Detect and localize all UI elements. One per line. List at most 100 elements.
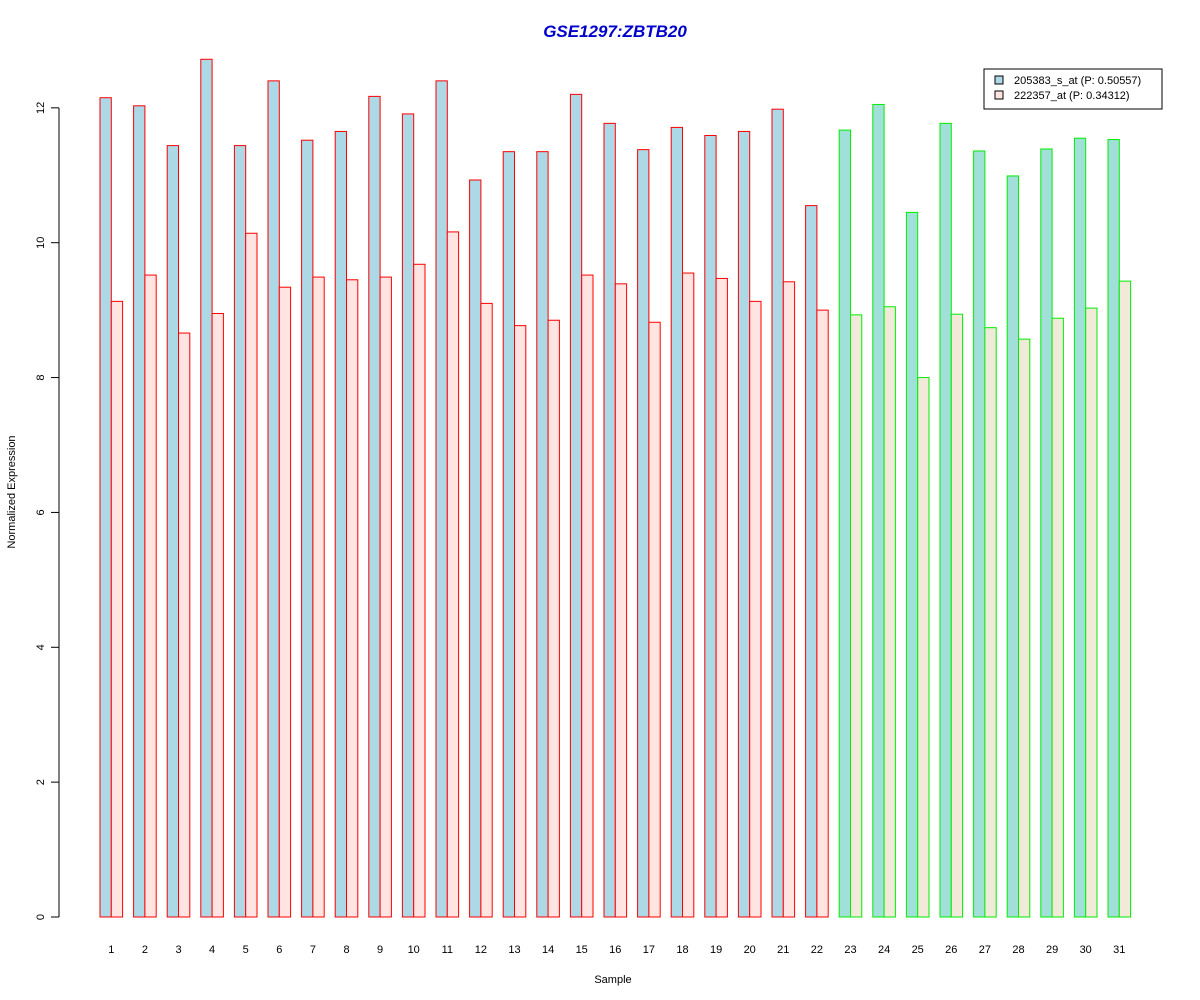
bar-series2-sample-15 [581,274,594,918]
bar-series2-sample-13 [514,325,527,918]
bar-series2-sample-25 [917,377,930,918]
x-tick-label: 11 [442,944,453,956]
x-tick-label: 12 [475,944,487,956]
bar-series2-sample-12 [480,302,493,918]
x-tick-label: 28 [1012,944,1024,956]
y-axis-label: Normalized Expression [6,435,18,548]
bar-series1-sample-21 [771,108,784,918]
bar-series2-sample-26 [950,313,964,918]
bar-series1-sample-27 [973,150,986,918]
x-tick-label: 23 [844,944,856,956]
bar-series1-sample-15 [569,93,583,918]
x-tick-label: 7 [310,944,316,956]
bar-series1-sample-19 [704,134,717,918]
x-tick-label: 10 [408,944,420,956]
x-tick-label: 27 [979,944,991,956]
bar-series2-sample-28 [1018,338,1031,918]
x-tick-label: 6 [276,944,282,956]
bar-series1-sample-1 [99,97,112,918]
y-tick-label: 8 [35,374,47,380]
bar-series2-sample-29 [1051,317,1064,918]
bar-series1-sample-25 [905,211,919,918]
y-tick-label: 2 [35,779,47,785]
bar-series1-sample-31 [1107,139,1120,918]
x-tick-label: 20 [744,944,756,956]
bar-series1-sample-2 [133,105,146,918]
x-tick-label: 14 [542,944,554,956]
bar-series1-sample-10 [401,113,415,918]
x-tick-labels: 1 2 3 4 5 6 7 8 9 10 11 12 13 14 15 16 17 18 19 20 21 22 23 24 2… [108,944,1125,956]
bar-series1-sample-11 [435,80,448,918]
x-tick-label: 2 [142,944,148,956]
bars [99,58,1132,918]
bar-series1-sample-6 [267,80,280,918]
bar-series1-sample-12 [469,179,482,918]
x-tick-label: 9 [377,944,383,956]
bar-series2-sample-27 [984,327,997,918]
x-tick-label: 21 [777,944,789,956]
legend-label-series2: 222357_at (P: 0.34312) [1014,90,1130,102]
x-tick-label: 13 [508,944,520,956]
bar-series2-sample-6 [278,286,292,918]
legend-swatch-series2 [994,90,1004,100]
legend-label-series1: 205383_s_at (P: 0.50557) [1014,75,1141,87]
x-tick-label: 15 [576,944,588,956]
x-axis-label: Sample [594,974,631,986]
legend-swatch-series1 [994,75,1004,85]
bar-series1-sample-24 [872,103,885,918]
x-tick-label: 29 [1046,944,1058,956]
bar-series1-sample-14 [536,151,549,918]
bar-series2-sample-7 [312,276,325,918]
legend: 205383_s_at (P: 0.50557) 222357_at (P: 0.… [983,68,1163,110]
bar-series2-sample-16 [614,283,628,918]
y-tick-label: 10 [35,237,47,249]
chart-title: GSE1297:ZBTB20 [543,22,687,41]
bar-series1-sample-26 [939,122,952,918]
bar-series1-sample-5 [233,145,247,918]
x-tick-label: 25 [912,944,924,956]
x-tick-label: 16 [609,944,621,956]
x-tick-label: 3 [175,944,181,956]
x-tick-label: 22 [811,944,823,956]
bar-series1-sample-17 [637,149,650,918]
y-tick-label: 12 [35,102,47,114]
bar-series2-sample-9 [379,276,392,918]
bar-series1-sample-3 [166,145,179,918]
bar-series1-sample-30 [1073,137,1087,918]
y-tick-label: 0 [35,914,47,920]
bar-series2-sample-14 [547,319,560,918]
bar-series2-sample-10 [413,263,426,918]
y-tick-label: 6 [35,509,47,515]
bar-series2-sample-31 [1118,280,1132,918]
x-tick-label: 8 [343,944,349,956]
bar-series2-sample-24 [883,306,896,918]
bar-series1-sample-23 [838,129,852,918]
x-tick-label: 1 [108,944,114,956]
bar-series2-sample-5 [245,232,258,918]
y-tick-label: 4 [35,644,47,650]
bar-series2-sample-8 [346,279,359,918]
bar-series2-sample-3 [178,332,191,918]
legend-box [983,68,1163,110]
bar-series2-sample-20 [749,300,762,918]
bar-series1-sample-13 [502,151,516,918]
bar-series1-sample-7 [301,139,314,918]
bar-series2-sample-23 [850,314,863,918]
bar-series2-sample-2 [144,274,157,918]
x-tick-label: 5 [243,944,249,956]
bar-series2-sample-4 [211,313,224,918]
bar-series1-sample-4 [200,58,213,918]
bar-series2-sample-18 [682,272,695,918]
bar-series2-sample-30 [1085,307,1098,918]
y-axis: 0 2 4 6 8 10 12 [35,102,60,920]
x-tick-label: 30 [1080,944,1092,956]
x-tick-label: 17 [643,944,655,956]
bar-series2-sample-21 [782,281,796,918]
bar-series1-sample-29 [1040,148,1053,918]
x-tick-label: 4 [209,944,215,956]
bar-series1-sample-8 [334,130,348,918]
bar-series1-sample-9 [368,95,381,918]
bar-series1-sample-28 [1006,175,1020,918]
bar-series2-sample-1 [110,300,124,918]
